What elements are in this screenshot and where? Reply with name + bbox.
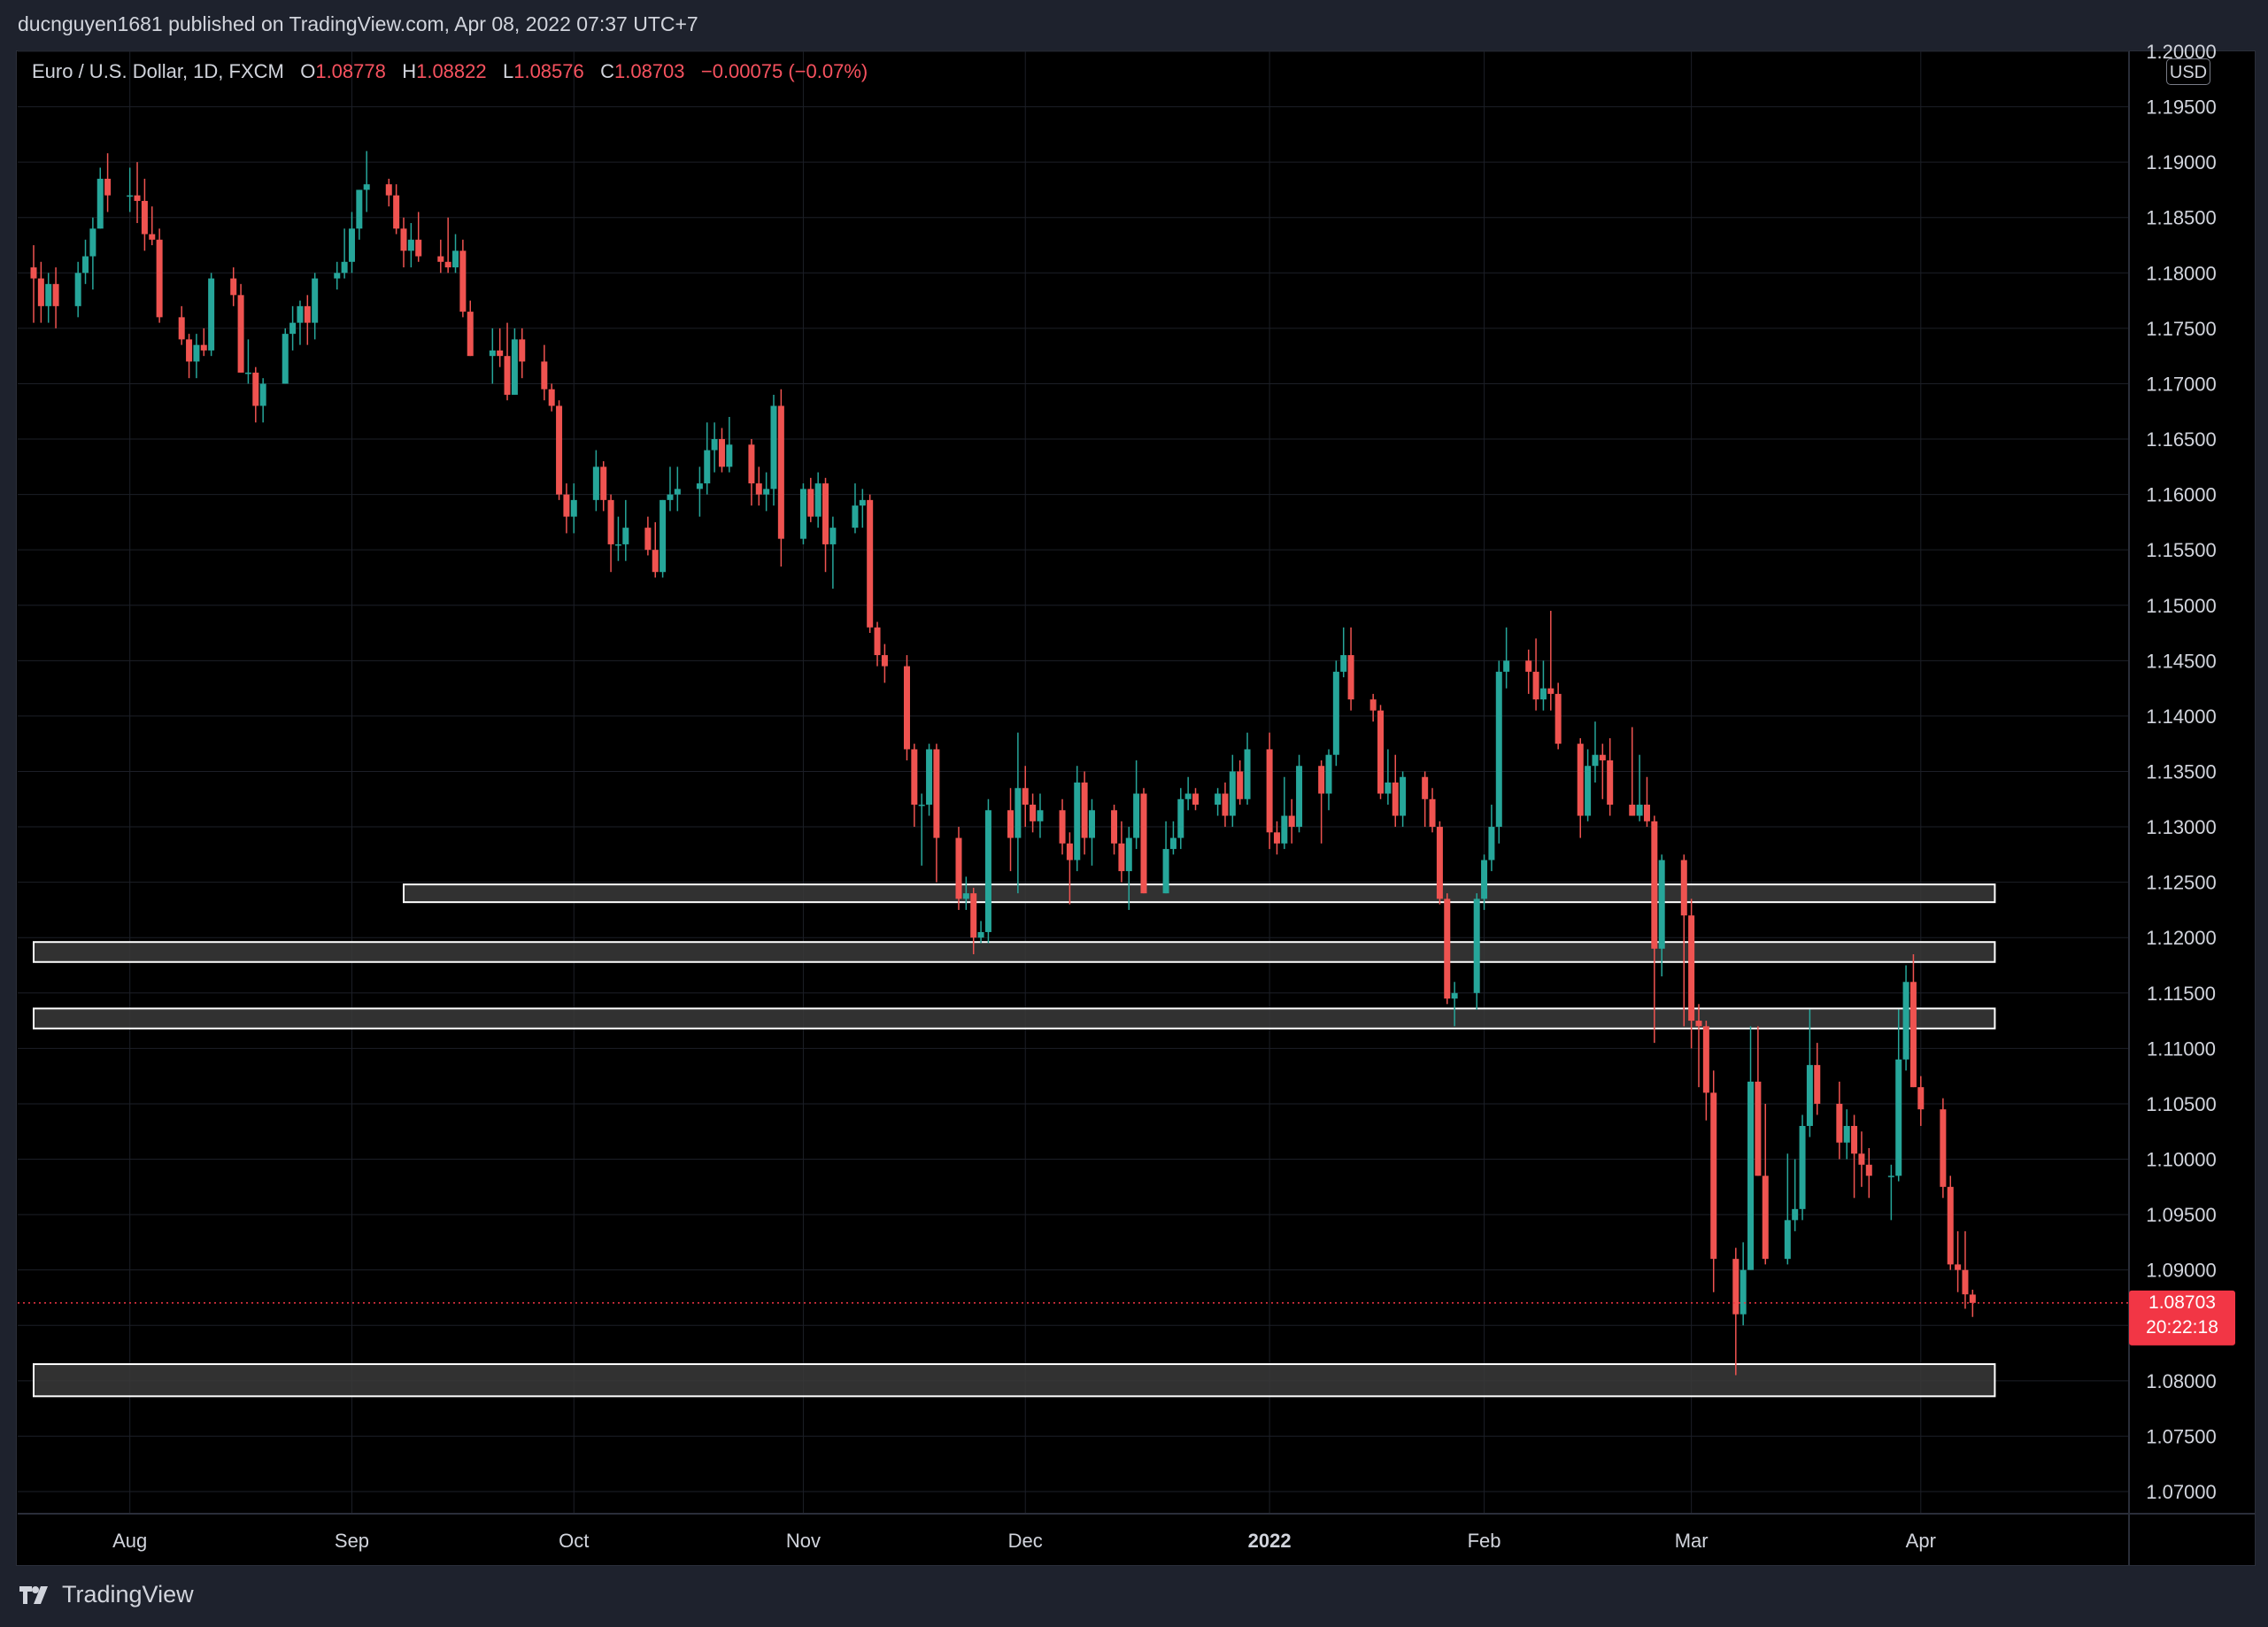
high-value: 1.08822: [416, 60, 487, 82]
low-label: L: [502, 60, 514, 82]
symbol-legend: Euro / U.S. Dollar, 1D, FXCM O1.08778 H1…: [32, 60, 868, 83]
currency-button[interactable]: USD: [2166, 58, 2210, 85]
page-header: ducnguyen1681 published on TradingView.c…: [0, 0, 2268, 51]
chart-frame[interactable]: [16, 50, 2256, 1566]
close-value: 1.08703: [613, 60, 685, 82]
tradingview-logo-icon: [19, 1585, 48, 1604]
page-footer: [0, 1567, 2268, 1627]
close-label: C: [600, 60, 614, 82]
publisher-line: ducnguyen1681 published on TradingView.c…: [18, 12, 698, 35]
low-value: 1.08576: [513, 60, 584, 82]
high-label: H: [402, 60, 417, 82]
open-value: 1.08778: [315, 60, 386, 82]
open-label: O: [300, 60, 316, 82]
change-value: −0.00075 (−0.07%): [700, 60, 868, 82]
tradingview-brand[interactable]: TradingView: [18, 1581, 194, 1608]
symbol-title[interactable]: Euro / U.S. Dollar, 1D, FXCM: [32, 60, 284, 82]
brand-name: TradingView: [62, 1581, 194, 1608]
